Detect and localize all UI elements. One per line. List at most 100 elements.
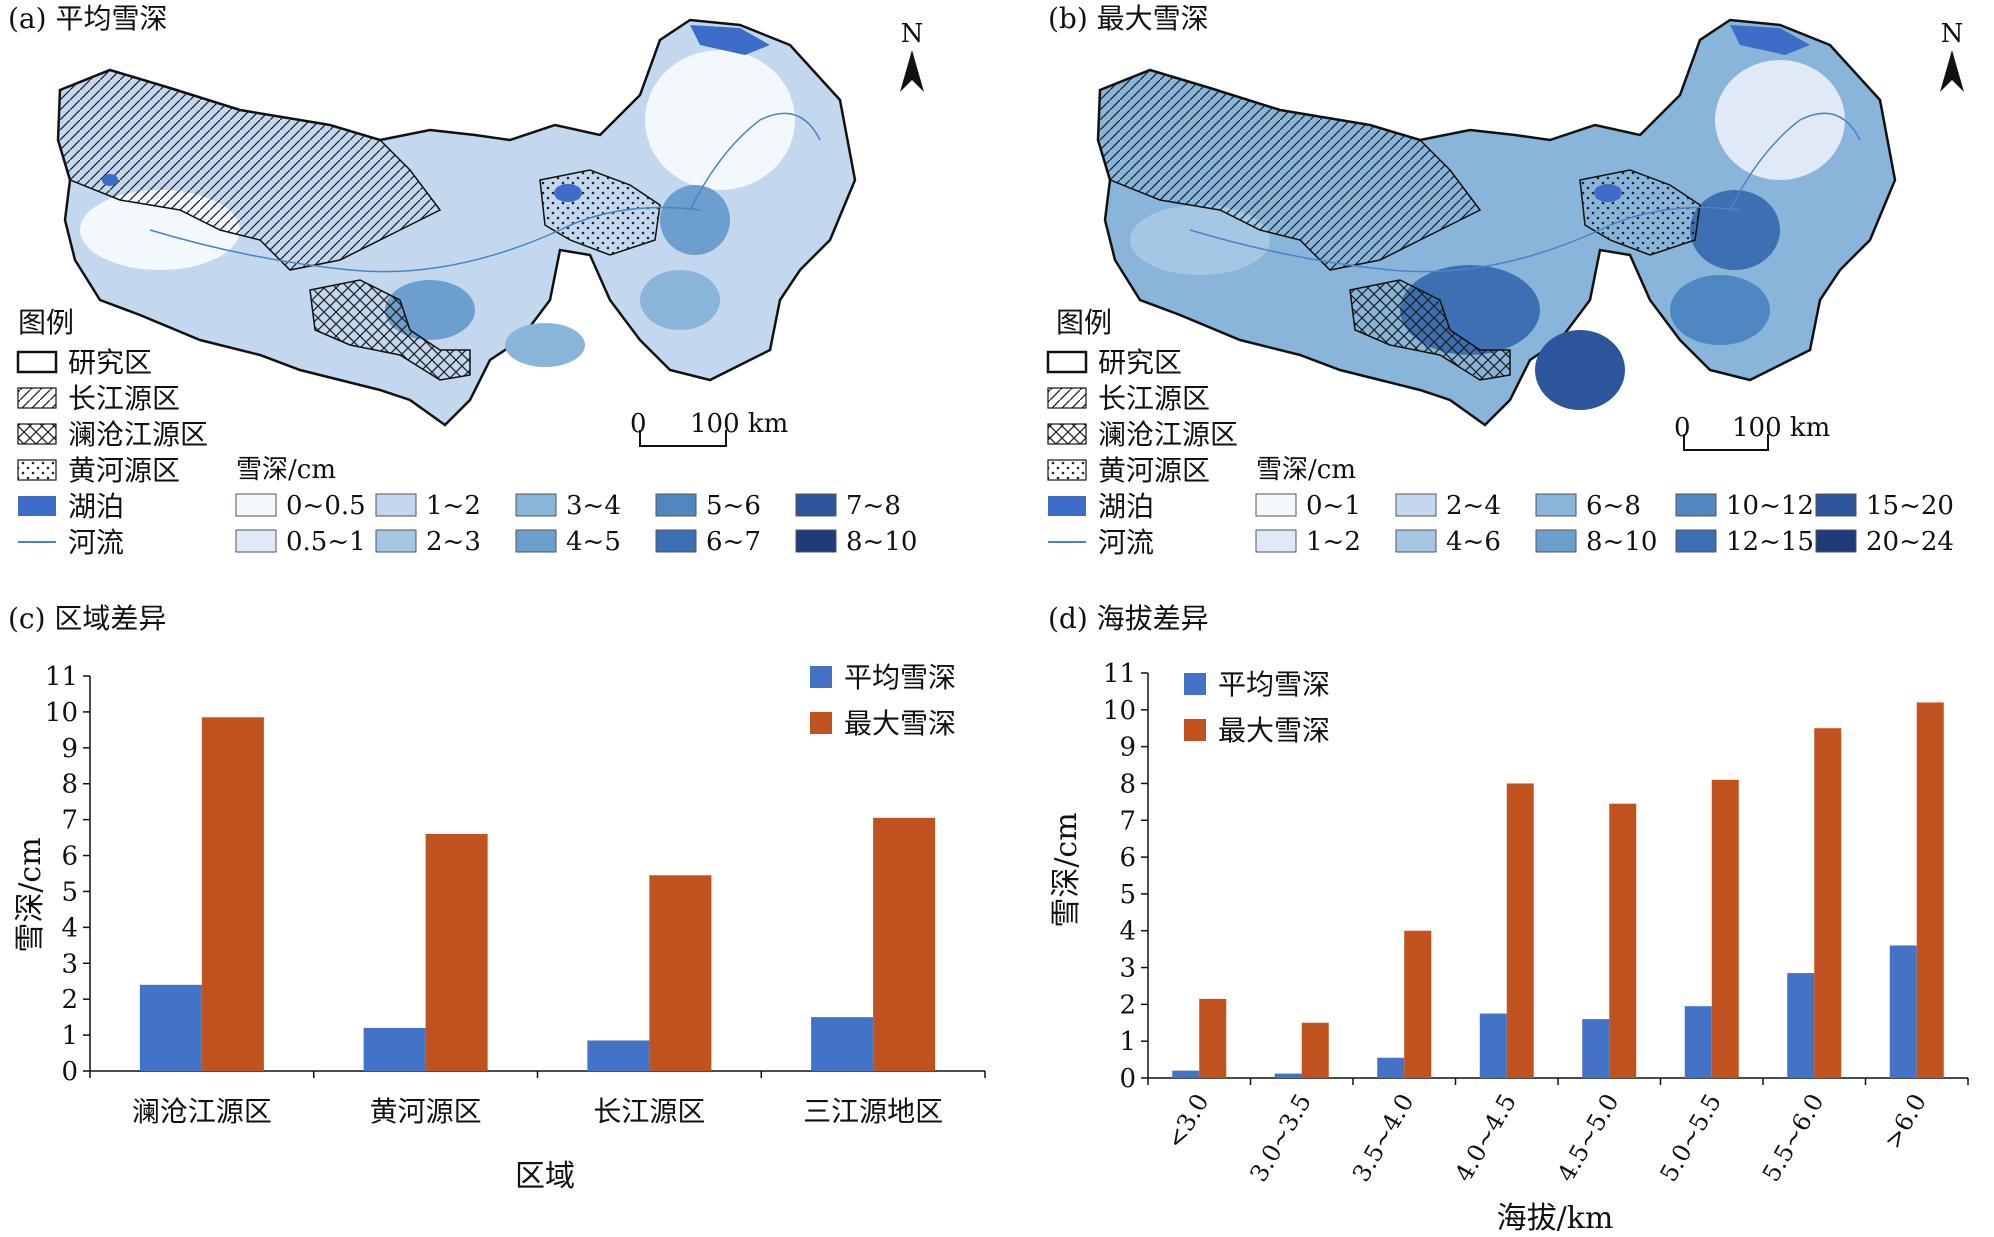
scale-zero: 0 bbox=[630, 409, 647, 439]
x-tick-label: <3.0 bbox=[1161, 1089, 1214, 1153]
depth-class-label: 8~10 bbox=[1586, 527, 1657, 557]
average-depth-bar bbox=[1479, 1013, 1507, 1078]
lancang-source-region bbox=[1349, 279, 1511, 381]
average-depth-bar bbox=[1684, 1006, 1712, 1078]
chart-c-bars bbox=[139, 717, 936, 1071]
legend-river-label: 河流 bbox=[68, 526, 124, 559]
lancang-source-region bbox=[309, 279, 471, 381]
x-tick-label: 5.5~6.0 bbox=[1757, 1089, 1829, 1187]
maximum-depth-bar bbox=[201, 717, 264, 1071]
legend-lake-label: 湖泊 bbox=[1098, 490, 1154, 523]
average-depth-bar bbox=[1274, 1073, 1302, 1078]
depth-class-label: 6~7 bbox=[706, 527, 761, 557]
average-depth-bar bbox=[139, 984, 202, 1071]
maximum-depth-bar bbox=[873, 817, 936, 1071]
average-depth-bar bbox=[587, 1040, 650, 1071]
chart-d-title: (d) 海拔差异 bbox=[1048, 602, 1209, 635]
depth-class-label: 7~8 bbox=[846, 491, 901, 521]
scale-bar: 0 100 km bbox=[630, 409, 788, 447]
legend-swatch bbox=[1184, 719, 1206, 741]
x-tick-label: 澜沧江源区 bbox=[132, 1095, 272, 1128]
legend-swatch bbox=[810, 666, 832, 688]
lake-north bbox=[1730, 25, 1810, 55]
panel-a-average-snow-map: (a) 平均雪深 N 0 100 km 图例 bbox=[8, 2, 924, 559]
legend-yellow-river-label: 黄河源区 bbox=[1098, 454, 1210, 487]
maximum-depth-bar bbox=[1199, 998, 1227, 1078]
average-depth-bar bbox=[1582, 1019, 1610, 1078]
low-depth-zone-north bbox=[1715, 60, 1845, 180]
y-tick-label: 8 bbox=[61, 770, 78, 800]
y-tick-label: 8 bbox=[1119, 769, 1136, 799]
depth-class-label: 6~8 bbox=[1586, 491, 1641, 521]
maximum-depth-bar bbox=[1506, 783, 1534, 1078]
depth-swatch bbox=[1675, 529, 1717, 553]
legend-title: 图例 bbox=[18, 306, 74, 339]
depth-class-label: 4~5 bbox=[566, 527, 621, 557]
mid-depth-zone bbox=[640, 270, 720, 330]
scale-zero: 0 bbox=[1674, 413, 1691, 443]
x-tick-label: 三江源地区 bbox=[803, 1095, 943, 1128]
depth-class-label: 15~20 bbox=[1866, 491, 1954, 521]
maximum-depth-bar bbox=[1301, 1022, 1329, 1078]
y-tick-label: 0 bbox=[61, 1057, 78, 1087]
legend-lake-swatch bbox=[18, 496, 56, 516]
depth-class-label: 1~2 bbox=[426, 491, 481, 521]
depth-swatch bbox=[655, 529, 697, 553]
lake bbox=[554, 184, 582, 202]
scale-label: 100 km bbox=[690, 409, 788, 439]
depth-swatch bbox=[235, 493, 277, 517]
y-tick-label: 2 bbox=[61, 985, 78, 1015]
y-tick-label: 0 bbox=[1119, 1064, 1136, 1094]
depth-swatch bbox=[515, 529, 557, 553]
north-arrow: N bbox=[1940, 19, 1964, 92]
average-depth-bar bbox=[1377, 1057, 1405, 1078]
y-tick-label: 4 bbox=[61, 913, 78, 943]
depth-swatch bbox=[235, 529, 277, 553]
depth-swatch bbox=[1395, 529, 1437, 553]
legend-yangtze-label: 长江源区 bbox=[1098, 382, 1210, 415]
y-tick-label: 6 bbox=[61, 842, 78, 872]
y-tick-label: 4 bbox=[1119, 917, 1136, 947]
depth-swatch bbox=[375, 529, 417, 553]
study-area-map bbox=[56, 18, 857, 427]
depth-swatch bbox=[1815, 493, 1857, 517]
depth-swatch bbox=[515, 493, 557, 517]
yangtze-source-region bbox=[1097, 69, 1482, 271]
legend-study-area-swatch bbox=[16, 350, 58, 374]
legend-yangtze-swatch bbox=[17, 387, 57, 409]
lake bbox=[1594, 184, 1622, 202]
average-depth-bar bbox=[1787, 973, 1815, 1078]
depth-class-label: 3~4 bbox=[566, 491, 621, 521]
chart-c-ylabel: 雪深/cm bbox=[13, 837, 48, 952]
y-tick-label: 1 bbox=[61, 1021, 78, 1051]
lake-north bbox=[690, 25, 770, 55]
legend-study-area-swatch bbox=[1046, 350, 1088, 374]
depth-class-label: 8~10 bbox=[846, 527, 917, 557]
depth-class-label: 0~1 bbox=[1306, 491, 1361, 521]
depth-legend-title: 雪深/cm bbox=[1256, 455, 1356, 485]
y-tick-label: 10 bbox=[1103, 696, 1136, 726]
depth-class-label: 1~2 bbox=[1306, 527, 1361, 557]
depth-class-label: 5~6 bbox=[706, 491, 761, 521]
yangtze-source-region bbox=[57, 69, 442, 271]
north-label: N bbox=[901, 19, 924, 49]
maximum-depth-bar bbox=[1609, 803, 1637, 1078]
low-depth-zone-north bbox=[645, 50, 795, 190]
y-tick-label: 1 bbox=[1119, 1027, 1136, 1057]
depth-class-legend: 0~1 1~2 2~4 4~6 6~8 8~10 10~12 12~15 15~20 20~24 bbox=[1255, 491, 1954, 557]
legend-yangtze-swatch bbox=[1047, 387, 1087, 409]
depth-class-label: 0~0.5 bbox=[286, 491, 366, 521]
y-tick-label: 10 bbox=[45, 698, 78, 728]
legend-lake-label: 湖泊 bbox=[68, 490, 124, 523]
depth-swatch bbox=[795, 529, 837, 553]
x-tick-label: >6.0 bbox=[1879, 1089, 1932, 1153]
legend-study-area-label: 研究区 bbox=[68, 346, 152, 379]
y-tick-label: 5 bbox=[61, 877, 78, 907]
x-tick-label: 黄河源区 bbox=[370, 1095, 482, 1128]
high-depth-zone-2 bbox=[505, 323, 585, 367]
depth-class-label: 20~24 bbox=[1866, 527, 1954, 557]
depth-swatch bbox=[1815, 529, 1857, 553]
legend-swatch bbox=[1184, 673, 1206, 695]
